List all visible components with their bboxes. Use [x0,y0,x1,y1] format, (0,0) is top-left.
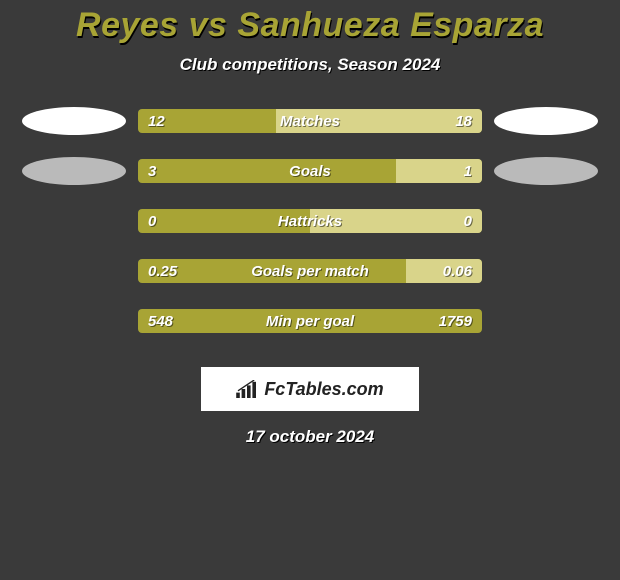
stat-bar: 3 Goals 1 [138,159,482,183]
date-text: 17 october 2024 [246,427,375,447]
stat-row: 0 Hattricks 0 [22,207,598,235]
stat-value-left: 0 [148,213,156,230]
stat-row: 548 Min per goal 1759 [22,307,598,335]
player-right-avatar [494,107,598,135]
attribution-badge: FcTables.com [201,367,419,411]
spacer [494,207,598,235]
stat-label: Hattricks [278,213,342,230]
spacer [494,257,598,285]
stat-value-left: 548 [148,313,173,330]
stat-value-left: 3 [148,163,156,180]
attribution-text: FcTables.com [264,379,383,400]
stat-value-right: 1759 [439,313,472,330]
stat-value-right: 18 [455,113,472,130]
stat-rows: 12 Matches 18 3 Goals 1 0 Hattricks 0 0.25 Goals p… [22,107,598,357]
stat-label: Goals per match [251,263,369,280]
stat-value-right: 1 [464,163,472,180]
spacer [22,207,126,235]
stat-row: 0.25 Goals per match 0.06 [22,257,598,285]
stat-value-right: 0.06 [443,263,472,280]
stat-value-left: 0.25 [148,263,177,280]
stat-bar: 548 Min per goal 1759 [138,309,482,333]
page-title: Reyes vs Sanhueza Esparza [76,6,544,45]
stat-label: Min per goal [266,313,354,330]
stat-label: Goals [289,163,331,180]
stat-bar: 0.25 Goals per match 0.06 [138,259,482,283]
stat-bar: 12 Matches 18 [138,109,482,133]
subtitle: Club competitions, Season 2024 [180,55,441,75]
comparison-widget: Reyes vs Sanhueza Esparza Club competiti… [0,0,620,447]
chart-icon [236,380,258,398]
player-right-avatar [494,157,598,185]
stat-row: 3 Goals 1 [22,157,598,185]
stat-value-right: 0 [464,213,472,230]
stat-bar: 0 Hattricks 0 [138,209,482,233]
stat-row: 12 Matches 18 [22,107,598,135]
stat-label: Matches [280,113,340,130]
player-left-avatar [22,107,126,135]
stat-value-left: 12 [148,113,165,130]
spacer [22,307,126,335]
spacer [22,257,126,285]
player-left-avatar [22,157,126,185]
spacer [494,307,598,335]
